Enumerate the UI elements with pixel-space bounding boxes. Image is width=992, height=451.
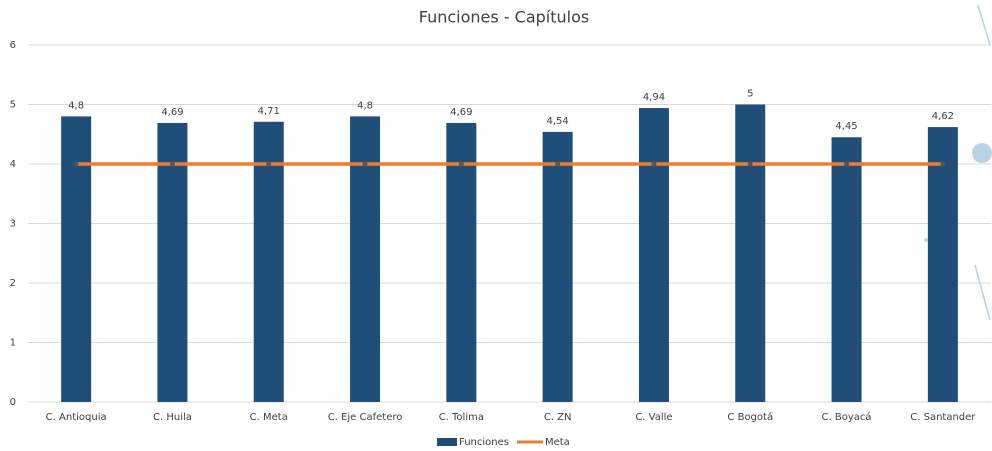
line-marker bbox=[169, 161, 175, 167]
decor-line bbox=[974, 264, 991, 321]
line-marker bbox=[555, 161, 561, 167]
background-decoration bbox=[924, 4, 992, 321]
decor-line bbox=[977, 4, 991, 46]
bar bbox=[831, 137, 862, 402]
legend-label: Meta bbox=[545, 437, 570, 448]
x-tick-label: C. Meta bbox=[250, 412, 288, 423]
data-label: 4,69 bbox=[161, 107, 183, 118]
x-tick-label: C. Huila bbox=[153, 412, 192, 423]
bar bbox=[157, 122, 188, 402]
y-tick-label: 5 bbox=[10, 100, 16, 111]
y-tick-label: 4 bbox=[10, 159, 16, 170]
line-marker bbox=[266, 161, 272, 167]
bar bbox=[253, 121, 284, 402]
line-marker bbox=[844, 161, 850, 167]
line-marker bbox=[940, 161, 946, 167]
chart-title: Funciones - Capítulos bbox=[419, 8, 589, 27]
y-tick-label: 1 bbox=[10, 338, 16, 349]
x-tick-label: C. ZN bbox=[544, 412, 572, 423]
y-tick-label: 0 bbox=[10, 397, 16, 408]
legend-swatch bbox=[437, 438, 457, 446]
bar bbox=[61, 116, 92, 403]
x-tick-label: C Bogotá bbox=[727, 411, 773, 423]
line-marker bbox=[651, 161, 657, 167]
line-marker bbox=[73, 161, 79, 167]
data-label: 4,45 bbox=[835, 121, 857, 132]
x-tick-label: C. Valle bbox=[635, 412, 672, 423]
x-tick-label: C. Santander bbox=[910, 412, 976, 423]
x-tick-label: C. Antioquia bbox=[46, 412, 107, 423]
data-label: 5 bbox=[747, 89, 753, 100]
data-label: 4,8 bbox=[357, 100, 373, 111]
x-tick-label: C. Eje Cafetero bbox=[328, 412, 403, 423]
line-marker bbox=[458, 161, 464, 167]
line-marker bbox=[362, 161, 368, 167]
legend-label: Funciones bbox=[459, 437, 509, 448]
data-label: 4,8 bbox=[68, 100, 84, 111]
data-label: 4,54 bbox=[547, 116, 569, 127]
bar bbox=[350, 116, 381, 403]
data-label: 4,62 bbox=[932, 111, 954, 122]
data-label: 4,69 bbox=[450, 107, 472, 118]
decor-dot bbox=[972, 143, 992, 163]
y-tick-label: 2 bbox=[10, 278, 16, 289]
data-label: 4,71 bbox=[258, 106, 280, 117]
bar bbox=[542, 131, 573, 402]
data-label: 4,94 bbox=[643, 92, 665, 103]
bar bbox=[638, 108, 669, 402]
bar bbox=[735, 104, 766, 402]
line-marker bbox=[747, 161, 753, 167]
y-tick-label: 6 bbox=[10, 40, 16, 51]
decor-dot bbox=[924, 238, 928, 242]
y-tick-label: 3 bbox=[10, 219, 16, 230]
bar bbox=[927, 127, 958, 403]
bar bbox=[446, 122, 477, 402]
x-tick-label: C. Boyacá bbox=[822, 411, 872, 423]
x-tick-label: C. Tolima bbox=[439, 412, 484, 423]
